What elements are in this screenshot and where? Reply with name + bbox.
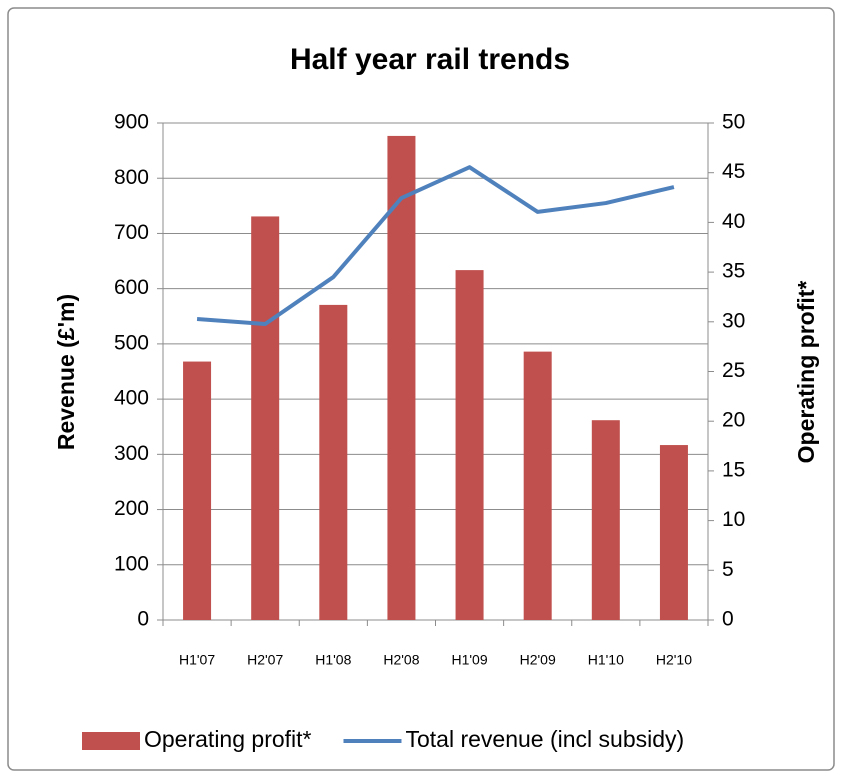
bar: [455, 270, 484, 620]
x-tick-label: H2'09: [520, 652, 556, 668]
x-tick-label: H1'08: [315, 652, 351, 668]
y2-tick-label: 50: [722, 111, 745, 134]
x-tick-label: H2'10: [656, 652, 692, 668]
y2-tick-label: 40: [722, 210, 745, 233]
bar: [319, 304, 348, 620]
y2-tick-label: 10: [722, 508, 745, 531]
y-tick-label: 800: [114, 166, 149, 189]
y-tick-label: 100: [114, 552, 149, 575]
y-tick-label: 600: [114, 276, 149, 299]
x-tick-label: H1'09: [451, 652, 487, 668]
y-tick-label: 0: [137, 608, 149, 631]
legend-swatch: [82, 732, 140, 750]
y-tick-label: 300: [114, 442, 149, 465]
y2-tick-label: 15: [722, 458, 745, 481]
y2-axis-label: Operating profit*: [793, 281, 819, 464]
y2-tick-label: 25: [722, 359, 745, 382]
line: [196, 165, 675, 327]
legend-label: Total revenue (incl subsidy): [405, 726, 684, 752]
y2-tick-label: 35: [722, 260, 745, 283]
bar: [591, 420, 620, 620]
x-tick-label: H2'07: [247, 652, 283, 668]
chart-title: Half year rail trends: [290, 43, 570, 76]
bar: [183, 361, 212, 620]
x-tick-label: H2'08: [383, 652, 419, 668]
x-tick-label: H1'10: [588, 652, 624, 668]
bar: [251, 216, 280, 620]
y-tick-label: 200: [114, 497, 149, 520]
y-tick-label: 900: [114, 111, 149, 134]
bar: [659, 445, 688, 620]
y2-tick-label: 5: [722, 558, 734, 581]
legend-label: Operating profit*: [144, 726, 312, 752]
y-axis-label: Revenue (£'m): [53, 294, 79, 450]
y2-tick-label: 30: [722, 309, 745, 332]
x-tick-label: H1'07: [179, 652, 215, 668]
y2-tick-label: 20: [722, 409, 745, 432]
y2-tick-label: 0: [722, 608, 734, 631]
y-tick-label: 700: [114, 221, 149, 244]
bar: [387, 135, 416, 620]
bar: [523, 351, 552, 620]
y-tick-label: 500: [114, 331, 149, 354]
y2-tick-label: 45: [722, 160, 745, 183]
y-tick-label: 400: [114, 387, 149, 410]
